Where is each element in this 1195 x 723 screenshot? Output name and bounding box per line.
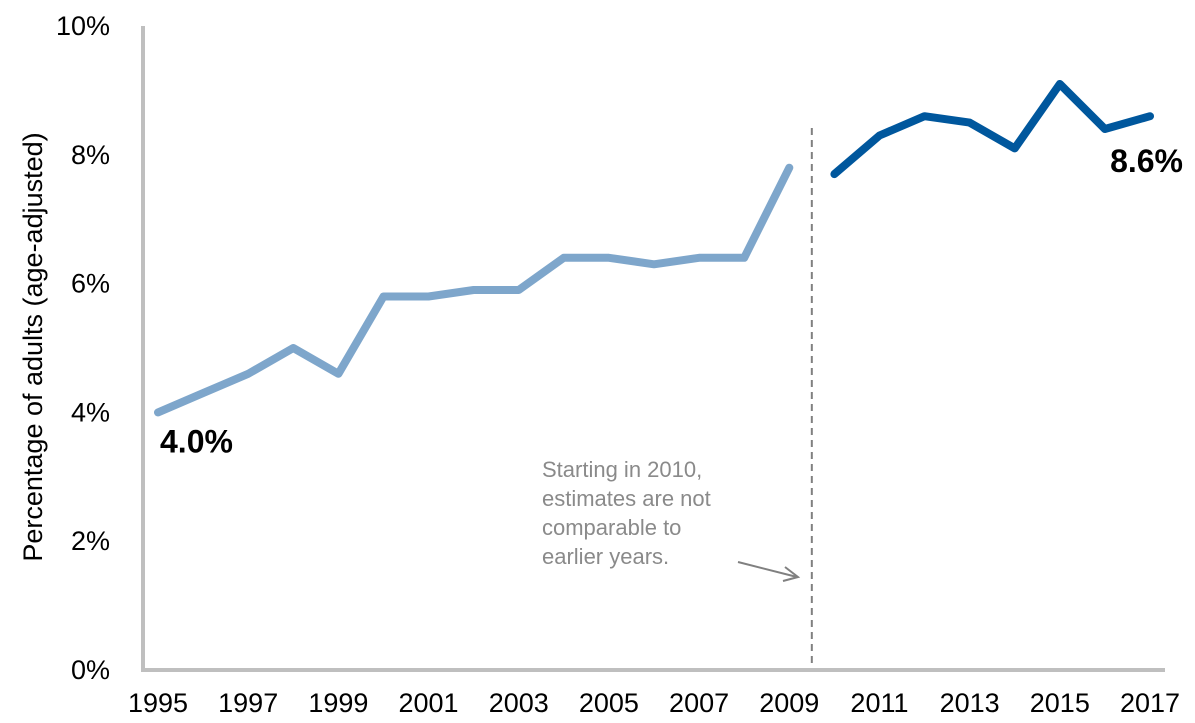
annotation-line-2: estimates are not (542, 486, 711, 511)
data-point (379, 292, 387, 300)
y-tick-label: 4% (71, 397, 110, 427)
x-tick-label: 1997 (218, 688, 278, 718)
annotation-line-4: earlier years. (542, 544, 669, 569)
data-point (966, 119, 974, 127)
x-tick-label: 1995 (128, 688, 188, 718)
x-tick-label: 2011 (850, 688, 908, 718)
data-point (515, 286, 523, 294)
data-label: 8.6% (1110, 143, 1183, 179)
data-point (650, 260, 658, 268)
chart-axes (141, 26, 1165, 672)
chart-series (154, 80, 1154, 417)
data-point (921, 112, 929, 120)
arrow-head (782, 566, 801, 582)
data-point (199, 389, 207, 397)
data-point (154, 408, 162, 416)
annotation-line-3: comparable to (542, 515, 681, 540)
data-point (244, 370, 252, 378)
series-line-1 (154, 163, 794, 417)
y-tick-label: 2% (71, 526, 110, 556)
x-tick-label: 2007 (669, 688, 729, 718)
data-point (560, 254, 568, 262)
series-line-2 (830, 80, 1154, 179)
annotation-arrow (737, 561, 801, 582)
y-tick-label: 10% (56, 11, 110, 41)
y-tick-label: 8% (71, 140, 110, 170)
x-tick-label: 2001 (399, 688, 459, 718)
data-label: 4.0% (160, 423, 233, 459)
data-point (785, 164, 793, 172)
data-point (1011, 144, 1019, 152)
data-point (334, 370, 342, 378)
x-tick-label: 2009 (759, 688, 819, 718)
y-tick-label: 0% (71, 655, 110, 685)
y-axis-title: Percentage of adults (age-adjusted) (18, 132, 48, 561)
data-point (289, 344, 297, 352)
x-tick-label: 1999 (308, 688, 368, 718)
data-point (605, 254, 613, 262)
y-axis-ticks: 0% 2% 4% 6% 8% 10% (56, 11, 110, 685)
x-tick-label: 2005 (579, 688, 639, 718)
data-point (1146, 112, 1154, 120)
annotation-line-1: Starting in 2010, (542, 457, 702, 482)
data-point (695, 254, 703, 262)
data-point (425, 292, 433, 300)
comparability-annotation: Starting in 2010, estimates are not comp… (542, 457, 801, 582)
x-tick-label: 2013 (940, 688, 1000, 718)
data-point (1101, 125, 1109, 133)
data-point (875, 131, 883, 139)
data-labels: 4.0% 8.6% (160, 143, 1183, 459)
arrow-shaft (737, 561, 798, 578)
data-point (470, 286, 478, 294)
data-point (1056, 80, 1064, 88)
data-point (740, 254, 748, 262)
x-tick-label: 2003 (489, 688, 549, 718)
x-tick-label: 2017 (1120, 688, 1180, 718)
data-point (830, 170, 838, 178)
x-tick-label: 2015 (1030, 688, 1090, 718)
x-axis-ticks: 1995 1997 1999 2001 2003 2005 2007 2009 2011 2013… (128, 688, 1180, 718)
y-tick-label: 6% (71, 269, 110, 299)
